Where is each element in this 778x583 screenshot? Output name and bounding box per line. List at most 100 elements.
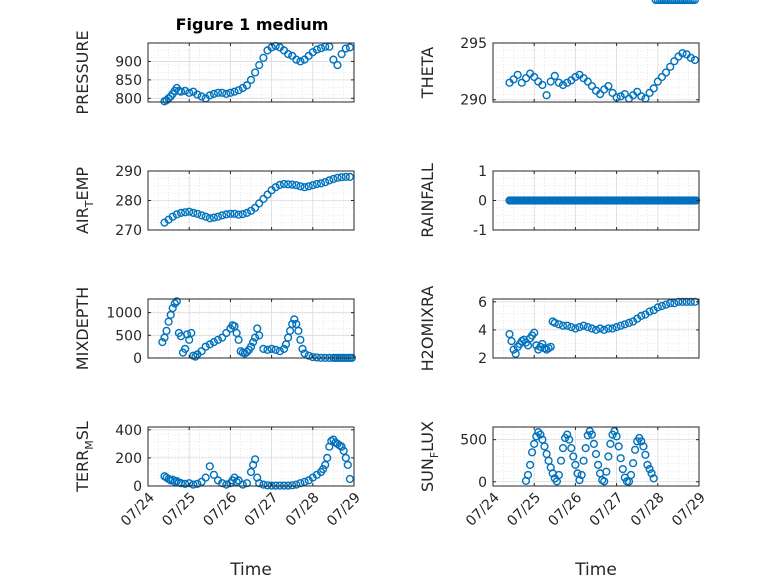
data-point xyxy=(670,299,679,308)
data-point xyxy=(205,91,214,100)
data-point xyxy=(181,479,190,489)
data-point xyxy=(624,318,634,328)
data-point xyxy=(218,211,227,220)
data-point xyxy=(176,479,186,488)
y-tick-label: 0 xyxy=(133,351,142,367)
data-point xyxy=(321,178,330,187)
data-point xyxy=(255,331,264,340)
y-tick-label: 295 xyxy=(460,36,487,52)
data-point xyxy=(193,479,202,489)
data-point xyxy=(682,297,691,306)
data-point xyxy=(341,44,350,53)
data-point xyxy=(308,48,317,57)
data-point xyxy=(616,92,625,101)
data-point xyxy=(530,72,539,82)
data-point xyxy=(563,78,572,87)
data-point xyxy=(579,321,588,330)
data-point xyxy=(546,342,555,351)
data-point xyxy=(218,479,227,488)
data-point xyxy=(187,328,196,338)
data-point xyxy=(292,55,301,64)
data-point xyxy=(218,88,227,97)
data-point xyxy=(554,320,564,329)
data-point xyxy=(558,444,568,453)
y-axis-label: AIRTEMP xyxy=(73,167,96,234)
data-point xyxy=(205,340,214,349)
axes-root: 800 850 900 PRESSURE 290 295 THETA 270 280 290 AIR… xyxy=(73,0,709,580)
data-point xyxy=(158,338,167,347)
subplot-h2omixra: 2 4 6 H2OMIXRA xyxy=(418,286,700,371)
data-point xyxy=(271,345,280,354)
data-point xyxy=(649,84,658,93)
data-point xyxy=(653,77,662,86)
data-point xyxy=(259,53,268,62)
data-point xyxy=(168,304,177,313)
data-point xyxy=(345,43,355,52)
data-point xyxy=(242,479,252,488)
data-point xyxy=(678,49,687,58)
data-point xyxy=(579,456,588,465)
y-tick-label: 500 xyxy=(115,328,142,344)
data-point xyxy=(565,435,574,444)
data-point xyxy=(162,326,171,335)
data-point xyxy=(678,297,687,306)
data-point xyxy=(587,81,597,91)
data-point xyxy=(674,297,683,306)
data-point xyxy=(263,345,272,354)
data-point xyxy=(645,88,654,98)
data-point xyxy=(218,333,227,342)
data-point xyxy=(300,349,309,358)
data-point xyxy=(583,77,592,86)
data-point xyxy=(653,303,662,312)
data-point xyxy=(246,342,256,351)
data-point xyxy=(238,83,247,93)
data-point xyxy=(170,299,179,308)
axes-box xyxy=(492,426,700,487)
data-point xyxy=(329,55,338,64)
data-point xyxy=(637,92,646,101)
data-point xyxy=(304,182,313,191)
data-point xyxy=(661,300,671,309)
data-point xyxy=(209,338,219,347)
y-axis-label: TERRMSL xyxy=(73,421,96,493)
data-point xyxy=(630,445,640,454)
data-point xyxy=(540,442,549,451)
data-point xyxy=(234,86,243,95)
data-point xyxy=(197,347,206,356)
data-point xyxy=(294,326,303,335)
data-point xyxy=(509,75,518,84)
data-point xyxy=(288,319,297,329)
data-point xyxy=(550,318,559,328)
data-point xyxy=(321,460,330,470)
data-point xyxy=(618,465,627,474)
y-tick-label: 2 xyxy=(478,351,487,367)
data-point xyxy=(604,81,613,91)
data-point xyxy=(337,173,346,182)
data-point xyxy=(197,211,206,220)
data-point xyxy=(255,479,264,488)
data-point xyxy=(604,452,613,461)
data-point xyxy=(275,180,284,190)
y-tick-label: 1000 xyxy=(106,306,142,322)
data-point xyxy=(525,460,535,470)
data-point xyxy=(308,181,317,190)
data-point xyxy=(259,344,268,354)
data-point xyxy=(259,194,268,204)
data-point xyxy=(209,89,219,99)
data-point xyxy=(591,325,601,335)
data-point xyxy=(345,474,355,484)
data-point xyxy=(279,344,289,354)
data-point xyxy=(304,351,313,360)
data-point xyxy=(251,455,260,464)
y-tick-label: 1 xyxy=(478,164,487,180)
data-point xyxy=(329,174,338,184)
data-point xyxy=(530,439,539,449)
data-point xyxy=(205,462,214,471)
data-point xyxy=(176,208,186,218)
data-point xyxy=(284,180,293,189)
data-point xyxy=(193,209,202,218)
data-point xyxy=(333,60,342,70)
data-point xyxy=(181,208,190,217)
